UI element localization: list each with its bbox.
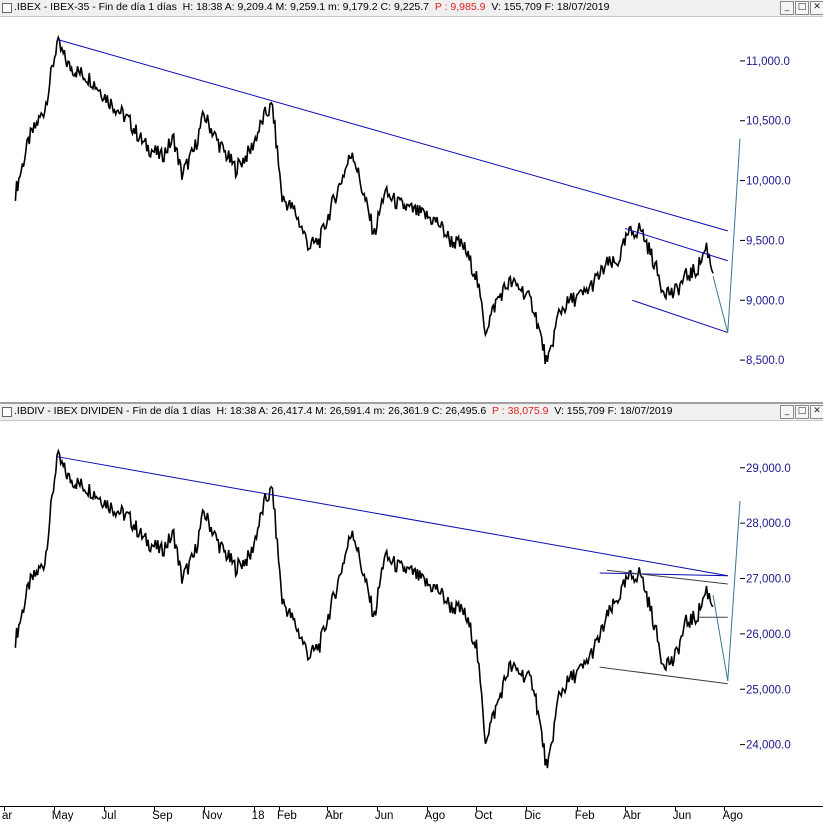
ibdiv-long-trendline — [56, 456, 728, 577]
ibdiv-stats-tail: V: 155,709 F: 18/07/2019 — [554, 405, 673, 417]
x-tick-label: Ago — [424, 810, 446, 822]
ibex-ytick-label: 11,000.0 — [746, 56, 790, 68]
x-tick — [203, 807, 205, 811]
ibdiv-ytick-label: 29,000.0 — [746, 463, 791, 475]
ibdiv-ytick-label: 27,000.0 — [746, 574, 791, 586]
ibex-ytick-label: 10,500.0 — [746, 116, 791, 128]
ibdiv-channel-top — [606, 569, 728, 585]
close-button[interactable]: ✕ — [810, 405, 823, 419]
maximize-button[interactable]: □ — [795, 1, 809, 15]
x-tick-label: Abr — [325, 810, 344, 822]
x-tick-label: Feb — [276, 810, 297, 822]
x-tick-label: May — [51, 810, 74, 822]
ibdiv-projection-down — [712, 595, 729, 682]
ibex-channel-top — [624, 227, 728, 262]
x-tick-label: Oct — [474, 810, 493, 822]
ibex-projection-down — [712, 276, 729, 333]
ibdiv-titlebar[interactable]: .IBDIV - IBEX DIVIDEN - Fin de día 1 día… — [0, 404, 823, 421]
x-tick-label: Feb — [574, 810, 595, 822]
x-tick — [476, 807, 478, 811]
x-tick-label: ar — [2, 810, 13, 822]
x-tick — [4, 807, 5, 811]
minimize-button[interactable]: _ — [780, 1, 794, 15]
x-tick-label: Jun — [374, 810, 394, 822]
x-tick — [426, 807, 428, 811]
ibdiv-chart-panel: .IBDIV - IBEX DIVIDEN - Fin de día 1 día… — [0, 404, 823, 806]
x-tick — [674, 807, 676, 811]
x-tick — [526, 807, 528, 811]
window-menu-icon[interactable] — [2, 3, 12, 13]
ibex-price-chart[interactable]: 8,500.0 9,000.0 9,500.0 10,000.0 10,500.0 11,… — [0, 17, 823, 402]
x-tick-label: Jun — [672, 810, 692, 822]
ibdiv-price-series — [14, 448, 714, 769]
x-tick-label: Dic — [524, 810, 541, 822]
x-tick — [724, 807, 726, 811]
x-tick — [278, 807, 280, 811]
ibex-ytick-label: 8,500.0 — [746, 355, 784, 367]
x-tick-label: 18 — [251, 810, 265, 822]
ibdiv-price-chart[interactable]: 24,000.0 25,000.0 26,000.0 27,000.0 28,000.0… — [0, 421, 823, 806]
x-tick — [103, 807, 105, 811]
ibex-price-series — [14, 34, 714, 365]
x-tick — [53, 807, 55, 811]
ibex-chart-panel: .IBEX - IBEX-35 - Fin de día 1 días H: 1… — [0, 0, 823, 402]
ibdiv-stats: H: 18:38 A: 26,417.4 M: 26,591.4 m: 26,3… — [216, 405, 487, 417]
ibex-titlebar[interactable]: .IBEX - IBEX-35 - Fin de día 1 días H: 1… — [0, 0, 823, 17]
ibex-projection-up — [727, 138, 741, 333]
ibdiv-stat-p: P : 38,075.9 — [492, 405, 549, 417]
maximize-button[interactable]: □ — [795, 405, 809, 419]
ibex-ytick-label: 10,000.0 — [746, 176, 791, 188]
x-tick — [253, 807, 255, 811]
x-tick — [624, 807, 626, 811]
x-tick-label: Jul — [101, 810, 117, 822]
x-tick — [327, 807, 329, 811]
x-tick-label: Sep — [152, 810, 173, 822]
minimize-button[interactable]: _ — [780, 405, 794, 419]
ibdiv-projection-up — [727, 500, 741, 681]
ibdiv-ytick-label: 25,000.0 — [746, 684, 791, 696]
ibex-stats: H: 18:38 A: 9,209.4 M: 9,259.1 m: 9,179.… — [182, 1, 430, 13]
ibdiv-title-text: .IBDIV - IBEX DIVIDEN - Fin de día 1 día… — [14, 405, 211, 417]
x-tick-label: Nov — [201, 810, 223, 822]
ibdiv-resistance-line — [599, 572, 728, 577]
ibex-long-trendline — [56, 38, 728, 232]
ibdiv-title: .IBDIV - IBEX DIVIDEN - Fin de día 1 día… — [14, 405, 672, 417]
ibex-stat-p: P : 9,985.9 — [434, 1, 486, 13]
ibex-ytick-label: 9,500.0 — [746, 235, 784, 247]
ibex-title-text: .IBEX - IBEX-35 - Fin de día 1 días — [14, 1, 177, 13]
ibex-stats-tail: V: 155,709 F: 18/07/2019 — [491, 1, 610, 13]
ibdiv-ytick-label: 28,000.0 — [746, 518, 791, 530]
close-button[interactable]: ✕ — [810, 1, 823, 15]
ibex-ytick-label: 9,000.0 — [746, 295, 784, 307]
ibex-channel-bottom — [632, 299, 728, 334]
ibex-title: .IBEX - IBEX-35 - Fin de día 1 días H: 1… — [14, 1, 609, 13]
window-menu-icon[interactable] — [2, 407, 12, 417]
ibdiv-ytick-label: 24,000.0 — [746, 740, 791, 752]
x-tick-label: Ago — [722, 810, 743, 822]
date-axis: ar May Jul Sep Nov 18 Feb Abr Jun Ago Oct Dic Feb Abr… — [0, 806, 823, 827]
panel-splitter[interactable] — [0, 402, 823, 404]
x-tick — [576, 807, 578, 811]
x-tick-label: Abr — [622, 810, 641, 822]
x-tick — [154, 807, 156, 811]
x-tick — [376, 807, 378, 811]
ibdiv-ytick-label: 26,000.0 — [746, 629, 791, 641]
ibdiv-support-line — [599, 666, 728, 685]
